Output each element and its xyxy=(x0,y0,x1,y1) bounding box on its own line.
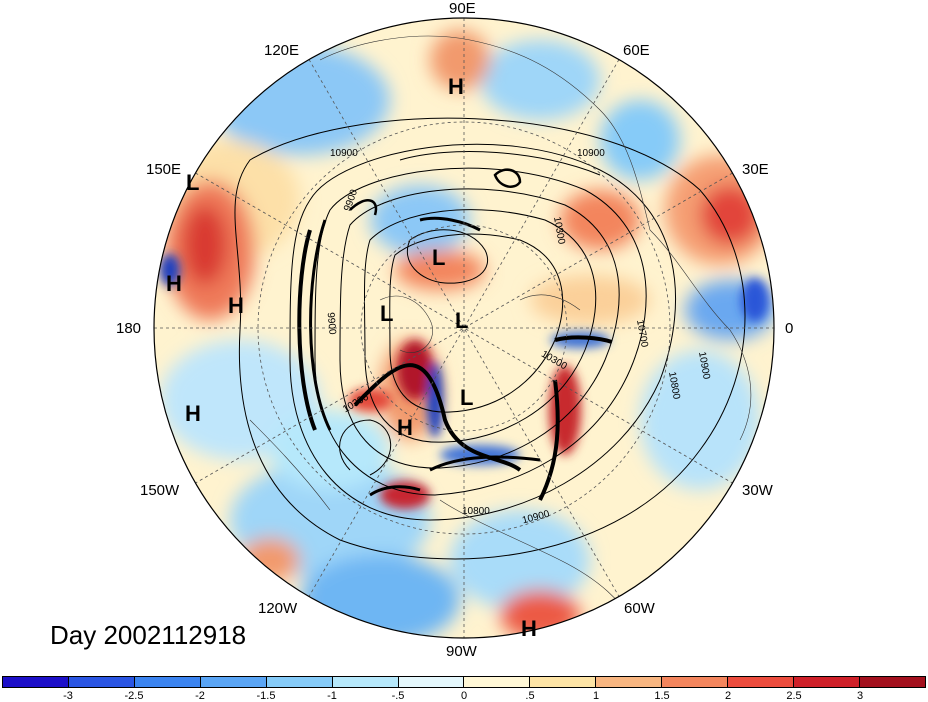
pressure-center-low: L xyxy=(460,385,474,410)
colorbar-tick-label: 2 xyxy=(724,690,732,702)
colorbar-tick-label: 1.5 xyxy=(654,690,670,702)
pressure-center-low: L xyxy=(455,308,469,333)
lon-label-180: 180 xyxy=(116,320,142,337)
graticule xyxy=(154,18,774,638)
pressure-center-low: L xyxy=(432,245,446,270)
colorbar-tick-label: .5 xyxy=(525,690,535,702)
pressure-center-low: L xyxy=(186,170,200,195)
colorbar-tick-label: 0 xyxy=(460,690,468,702)
contour-label: 10800 xyxy=(462,506,490,517)
colorbar-tick-label: 2.5 xyxy=(786,690,802,702)
pressure-center-high: H xyxy=(166,271,182,296)
lon-label-120W: 120W xyxy=(258,600,298,617)
colorbar-segment xyxy=(596,677,663,687)
pressure-center-high: H xyxy=(448,74,464,99)
pressure-center-low: L xyxy=(380,301,394,326)
colorbar-segment xyxy=(530,677,597,687)
colorbar-segment xyxy=(68,677,135,687)
colorbar-segment xyxy=(728,677,795,687)
lon-label-150W: 150W xyxy=(140,482,180,499)
pressure-center-high: H xyxy=(397,415,413,440)
lon-label-90E: 90E xyxy=(449,0,476,17)
lon-label-0: 0 xyxy=(785,320,794,337)
map-title: Day 2002112918 xyxy=(50,620,247,650)
pressure-center-high: H xyxy=(228,293,244,318)
lon-label-60W: 60W xyxy=(624,600,655,617)
pressure-center-high: H xyxy=(521,616,537,641)
colorbar-tick-label: -2 xyxy=(195,690,205,702)
colorbar-tick-label: -2.5 xyxy=(124,690,144,702)
pressure-center-high: H xyxy=(185,401,201,426)
colorbar-segment xyxy=(200,677,267,687)
colorbar-segment xyxy=(3,677,69,687)
colorbar-segment xyxy=(332,677,399,687)
lon-label-90W: 90W xyxy=(446,643,477,660)
colorbar-tick-label: 3 xyxy=(856,690,864,702)
contour-label: 10900 xyxy=(577,148,605,159)
contour-label: 10900 xyxy=(330,148,358,159)
map-border xyxy=(153,17,775,639)
colorbar-segment xyxy=(398,677,465,687)
colorbar-tick-label: -3 xyxy=(63,690,73,702)
colorbar-segment xyxy=(134,677,201,687)
colorbar-tick-label: -1 xyxy=(327,690,337,702)
colorbar-tick-label: 1 xyxy=(592,690,600,702)
colorbar-segment xyxy=(662,677,729,687)
colorbar-segment xyxy=(266,677,333,687)
colorbar xyxy=(2,676,926,688)
colorbar-segment xyxy=(859,677,925,687)
colorbar-segment xyxy=(464,677,531,687)
lon-label-120E: 120E xyxy=(264,42,300,59)
colorbar-segment xyxy=(794,677,860,687)
colorbar-tick-label: -.5 xyxy=(391,690,405,702)
colorbar-tick-label: -1.5 xyxy=(256,690,276,702)
lon-label-30E: 30E xyxy=(742,161,769,178)
lon-label-150E: 150E xyxy=(146,161,182,178)
contour-label: 9900 xyxy=(324,311,338,336)
lon-label-30W: 30W xyxy=(742,482,773,499)
lon-label-60E: 60E xyxy=(623,42,650,59)
